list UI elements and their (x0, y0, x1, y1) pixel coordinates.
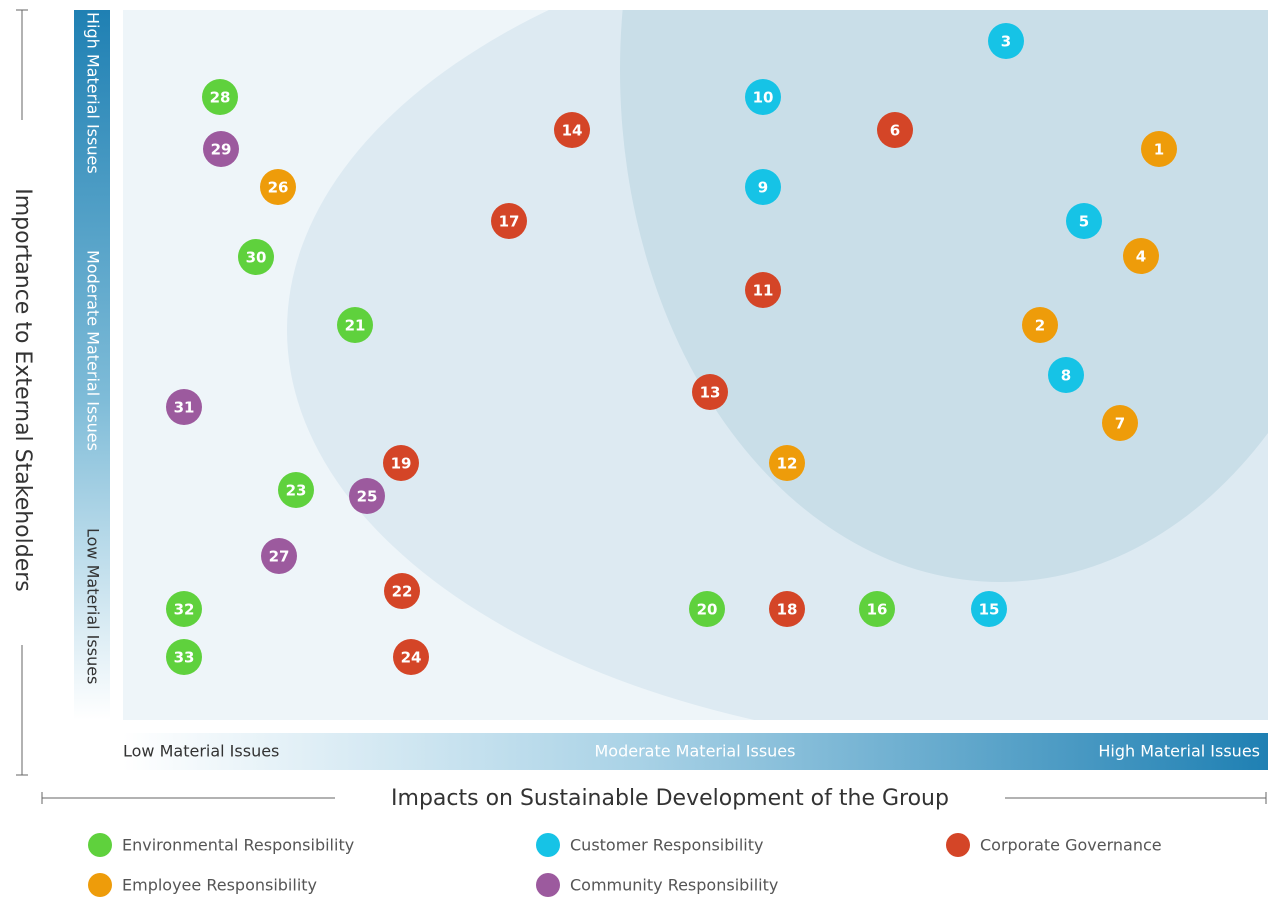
x-band-label: Moderate Material Issues (595, 742, 796, 761)
issue-marker (692, 374, 728, 410)
issue-number: 22 (392, 583, 413, 601)
issue-marker (988, 23, 1024, 59)
legend-swatch (536, 873, 560, 897)
issue-marker (349, 478, 385, 514)
legend-swatch (88, 833, 112, 857)
issue-marker (745, 272, 781, 308)
issue-marker (337, 307, 373, 343)
legend-label: Corporate Governance (980, 836, 1162, 855)
legend-swatch (946, 833, 970, 857)
issue-marker (1102, 405, 1138, 441)
issue-number: 15 (979, 601, 1000, 619)
issue-number: 13 (700, 384, 721, 402)
issue-marker (260, 169, 296, 205)
issue-marker (203, 131, 239, 167)
issue-number: 25 (357, 488, 378, 506)
issue-number: 20 (697, 601, 718, 619)
issue-number: 6 (890, 122, 900, 140)
issue-marker (1048, 357, 1084, 393)
y-band-label: Low Material Issues (84, 528, 103, 684)
issue-marker (769, 591, 805, 627)
issue-number: 24 (401, 649, 422, 667)
issue-number: 1 (1154, 141, 1164, 159)
issue-number: 14 (562, 122, 583, 140)
issue-number: 4 (1136, 248, 1146, 266)
issue-marker (745, 169, 781, 205)
legend-label: Employee Responsibility (122, 876, 317, 895)
issue-marker (383, 445, 419, 481)
issue-number: 2 (1035, 317, 1045, 335)
y-axis-title: Importance to External Stakeholders (10, 188, 35, 592)
issue-number: 21 (345, 317, 366, 335)
legend-swatch (536, 833, 560, 857)
issue-marker (384, 573, 420, 609)
y-band-label: Moderate Material Issues (84, 250, 103, 451)
issue-marker (554, 112, 590, 148)
issue-marker (1022, 307, 1058, 343)
issue-marker (769, 445, 805, 481)
issue-number: 26 (268, 179, 289, 197)
issue-marker (238, 239, 274, 275)
plot-background (123, 10, 1268, 720)
legend-label: Environmental Responsibility (122, 836, 354, 855)
issue-number: 30 (246, 249, 267, 267)
issue-number: 11 (753, 282, 774, 300)
issue-marker (202, 79, 238, 115)
legend-label: Community Responsibility (570, 876, 778, 895)
issue-marker (261, 538, 297, 574)
issue-number: 31 (174, 399, 195, 417)
issue-number: 18 (777, 601, 798, 619)
issue-marker (166, 389, 202, 425)
x-band-bar (123, 733, 1268, 770)
y-band-label: High Material Issues (84, 12, 103, 174)
issue-marker (278, 472, 314, 508)
issue-number: 10 (753, 89, 774, 107)
issue-number: 5 (1079, 213, 1089, 231)
issue-marker (877, 112, 913, 148)
issue-number: 23 (286, 482, 307, 500)
issue-marker (1141, 131, 1177, 167)
issue-number: 19 (391, 455, 412, 473)
high-zone (620, 10, 1268, 582)
issue-number: 8 (1061, 367, 1071, 385)
issue-marker (166, 639, 202, 675)
x-band-label: Low Material Issues (123, 742, 279, 761)
x-axis-title: Impacts on Sustainable Development of th… (391, 786, 949, 811)
issue-number: 3 (1001, 33, 1011, 51)
issue-number: 32 (174, 601, 195, 619)
issue-marker (1066, 203, 1102, 239)
issue-marker (1123, 238, 1159, 274)
y-band-bar (74, 10, 110, 720)
issue-number: 7 (1115, 415, 1125, 433)
issue-number: 16 (867, 601, 888, 619)
issue-number: 12 (777, 455, 798, 473)
issue-number: 29 (211, 141, 232, 159)
issue-marker (393, 639, 429, 675)
issue-number: 17 (499, 213, 520, 231)
issue-number: 28 (210, 89, 231, 107)
issue-number: 9 (758, 179, 768, 197)
issue-number: 33 (174, 649, 195, 667)
x-band-label: High Material Issues (1098, 742, 1260, 761)
issue-marker (971, 591, 1007, 627)
issue-marker (689, 591, 725, 627)
issue-marker (745, 79, 781, 115)
legend-label: Customer Responsibility (570, 836, 763, 855)
issues: 1234567891011121314151617181920212223242… (166, 23, 1177, 675)
issue-marker (491, 203, 527, 239)
issue-marker (166, 591, 202, 627)
issue-marker (859, 591, 895, 627)
issue-number: 27 (269, 548, 290, 566)
legend: Environmental Responsibility Customer Res… (88, 833, 1162, 897)
legend-swatch (88, 873, 112, 897)
